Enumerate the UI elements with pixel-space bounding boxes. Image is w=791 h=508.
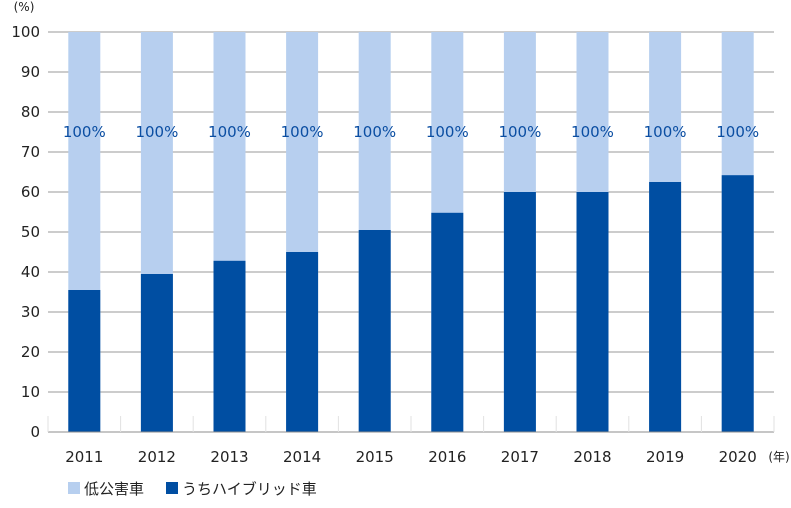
data-label: 100% — [498, 123, 541, 141]
data-label: 100% — [135, 123, 178, 141]
y-tick-label: 0 — [30, 423, 40, 441]
x-tick-label: 2015 — [356, 448, 394, 466]
x-tick-label: 2014 — [283, 448, 321, 466]
data-label: 100% — [63, 123, 106, 141]
y-tick-label: 30 — [21, 303, 40, 321]
y-tick-label: 100 — [11, 23, 40, 41]
bar-hybrid-vehicle — [649, 182, 682, 432]
x-tick-label: 2013 — [210, 448, 248, 466]
x-tick-label: 2017 — [501, 448, 539, 466]
y-tick-label: 40 — [21, 263, 40, 281]
y-tick-label: 90 — [21, 63, 40, 81]
x-tick-label: 2016 — [428, 448, 466, 466]
bar-hybrid-vehicle — [213, 260, 246, 432]
y-tick-label: 10 — [21, 383, 40, 401]
x-axis-unit: (年) — [768, 450, 789, 464]
data-label: 100% — [571, 123, 614, 141]
y-tick-label: 70 — [21, 143, 40, 161]
bar-hybrid-vehicle — [140, 274, 173, 432]
data-label: 100% — [208, 123, 251, 141]
bar-hybrid-vehicle — [286, 252, 319, 432]
data-label: 100% — [644, 123, 687, 141]
legend-swatch-low-emission — [68, 482, 80, 494]
legend-label-hybrid: うちハイブリッド車 — [182, 480, 317, 498]
bar-hybrid-vehicle — [721, 175, 754, 432]
x-tick-label: 2018 — [573, 448, 611, 466]
data-label: 100% — [426, 123, 469, 141]
bar-hybrid-vehicle — [431, 212, 464, 432]
bar-hybrid-vehicle — [358, 230, 391, 432]
bar-hybrid-vehicle — [68, 290, 101, 432]
legend-swatch-hybrid — [166, 482, 178, 494]
y-tick-label: 50 — [21, 223, 40, 241]
x-tick-label: 2020 — [719, 448, 757, 466]
x-tick-label: 2019 — [646, 448, 684, 466]
y-axis-unit: (%) — [14, 0, 35, 14]
data-label: 100% — [353, 123, 396, 141]
data-label: 100% — [716, 123, 759, 141]
x-tick-label: 2011 — [65, 448, 103, 466]
bar-hybrid-vehicle — [503, 192, 536, 432]
legend-label-low-emission: 低公害車 — [84, 480, 144, 498]
y-tick-label: 20 — [21, 343, 40, 361]
data-label: 100% — [281, 123, 324, 141]
bar-hybrid-vehicle — [576, 192, 609, 432]
x-tick-label: 2012 — [138, 448, 176, 466]
y-tick-label: 60 — [21, 183, 40, 201]
y-tick-label: 80 — [21, 103, 40, 121]
